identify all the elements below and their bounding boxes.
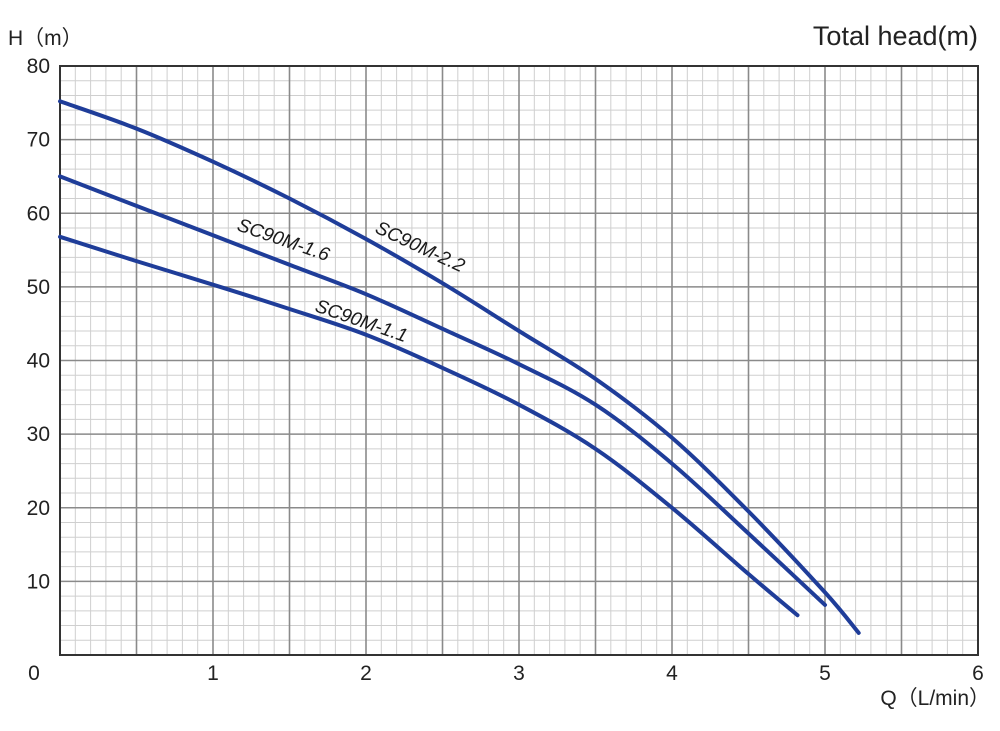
y-tick-label: 10 (27, 570, 50, 593)
performance-curves (58, 99, 861, 635)
y-tick-label: 60 (27, 202, 50, 225)
y-tick-label: 70 (27, 129, 50, 152)
chart-title: Total head(m) (813, 21, 978, 51)
y-tick-label: 50 (27, 276, 50, 299)
x-axis-label: Q（L/min） (880, 687, 990, 710)
major-grid (60, 66, 978, 655)
x-tick-label: 6 (972, 662, 984, 685)
x-tick-label: 5 (819, 662, 831, 685)
x-tick-label: 1 (207, 662, 219, 685)
y-tick-label: 20 (27, 497, 50, 520)
x-tick-label: 4 (666, 662, 678, 685)
x-tick-label: 2 (360, 662, 372, 685)
curve-sc90m-1-6 (58, 174, 827, 607)
x-tick-label: 3 (513, 662, 525, 685)
y-tick-label: 30 (27, 423, 50, 446)
y-tick-label: 40 (27, 350, 50, 373)
y-tick-label: 80 (27, 55, 50, 78)
y-axis-label: H（m） (8, 27, 83, 50)
curve-sc90m-2-2 (58, 99, 861, 635)
tick-labels: 0 1 2 3 4 5 6 10 20 30 40 50 60 70 80 (27, 55, 984, 685)
curve-sc90m-1-1 (58, 234, 800, 618)
x-tick-label: 0 (28, 662, 40, 685)
plot-frame (59, 65, 979, 656)
